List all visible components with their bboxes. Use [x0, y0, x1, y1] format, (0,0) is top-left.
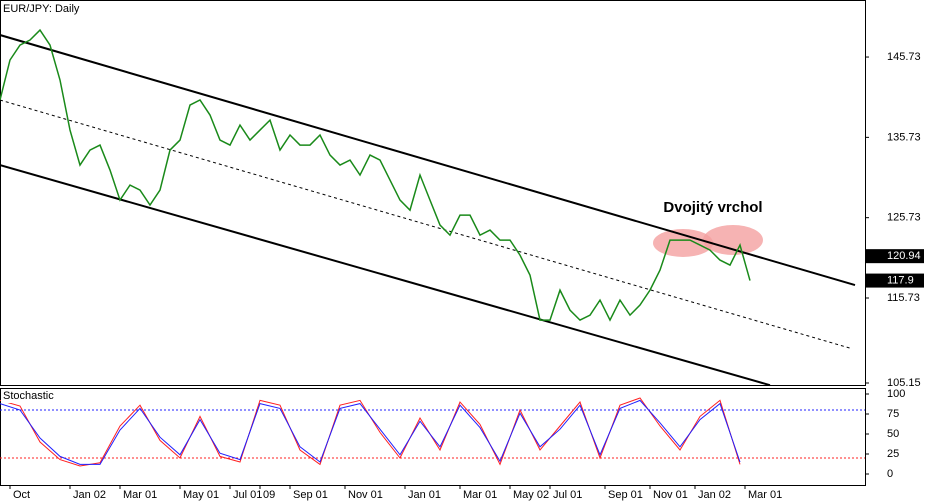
- x-tick-label: 09: [263, 489, 275, 501]
- annotation: Dvojitý vrchol: [663, 199, 762, 216]
- highlight: [703, 225, 763, 255]
- x-tick-label: Jul 01: [233, 489, 262, 501]
- y-tick-label: 75: [887, 408, 899, 420]
- y-tick-label: 115.73: [887, 292, 920, 304]
- trend-line: [0, 164, 771, 387]
- x-tick-label: Mar 01: [463, 489, 497, 501]
- stochastic-panel: [0, 388, 866, 486]
- x-tick-label: Oct: [13, 489, 30, 501]
- x-tick-label: Mar 01: [748, 489, 782, 501]
- x-tick-label: May 01: [183, 489, 219, 501]
- price-label: 117.9: [887, 274, 914, 286]
- indicator-title: Stochastic: [3, 390, 54, 402]
- price-label-box: [866, 249, 924, 264]
- data-line: [0, 28, 751, 322]
- x-tick-label: Jan 01: [408, 489, 441, 501]
- trend-line: [0, 34, 856, 287]
- x-tick-label: Sep 01: [293, 489, 328, 501]
- x-tick-label: Sep 01: [608, 489, 643, 501]
- y-tick-label: 50: [887, 428, 899, 440]
- chart-title: EUR/JPY: Daily: [3, 3, 80, 15]
- price-label: 120.94: [887, 250, 921, 262]
- y-tick-label: 135.73: [887, 131, 921, 143]
- title-box: [1, 389, 57, 403]
- y-tick-label: 105.15: [887, 377, 921, 389]
- x-tick-label: Nov 01: [348, 489, 383, 501]
- price-panel: [0, 0, 866, 386]
- data-line: [0, 399, 741, 465]
- x-tick-label: Jan 02: [698, 489, 731, 501]
- x-tick-label: Jan 02: [73, 489, 106, 501]
- y-tick-label: 0: [887, 468, 893, 480]
- x-tick-label: Mar 01: [123, 489, 157, 501]
- plot-layer: [0, 28, 865, 467]
- x-tick-label: Jul 01: [553, 489, 582, 501]
- title-box: [1, 1, 83, 16]
- y-tick-label: 25: [887, 448, 899, 460]
- x-tick-label: May 02: [513, 489, 549, 501]
- y-tick-label: 145.73: [887, 51, 921, 63]
- highlight: [653, 229, 713, 257]
- price-label-box: [866, 273, 924, 288]
- y-tick-label: 125.73: [887, 212, 921, 224]
- y-tick-label: 100: [887, 388, 905, 400]
- x-tick-label: Nov 01: [653, 489, 688, 501]
